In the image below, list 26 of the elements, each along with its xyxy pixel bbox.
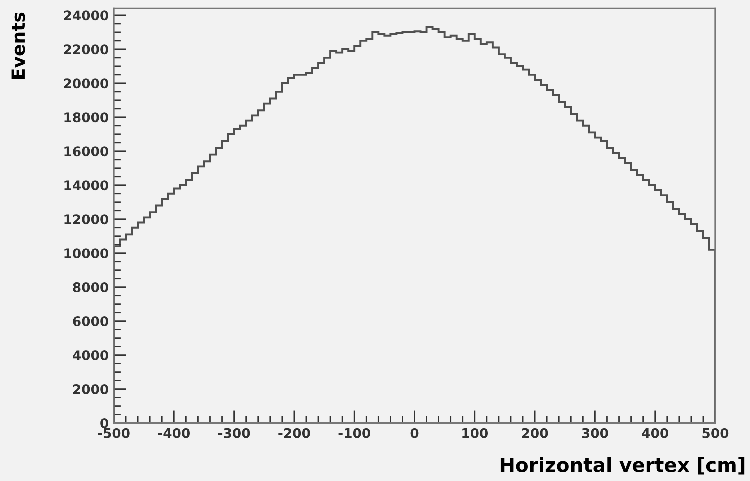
y-tick-label: 14000 xyxy=(64,180,109,191)
x-tick-label: 300 xyxy=(582,428,608,438)
x-tick-label: 500 xyxy=(702,428,729,438)
y-tick-label: 22000 xyxy=(64,44,109,55)
x-tick-label: -300 xyxy=(218,428,250,438)
x-tick-label: -500 xyxy=(98,428,130,438)
y-tick-label: 8000 xyxy=(73,282,109,293)
x-tick-label: 400 xyxy=(642,428,668,438)
y-tick-label: 18000 xyxy=(64,112,109,123)
y-tick-label: 24000 xyxy=(64,10,109,21)
x-tick-label: -400 xyxy=(158,428,190,438)
y-tick-label: 10000 xyxy=(64,248,109,259)
y-tick-label: 16000 xyxy=(64,146,109,157)
x-axis-title: Horizontal vertex [cm] xyxy=(500,457,745,475)
y-tick-label: 2000 xyxy=(73,384,109,394)
y-tick-label: 4000 xyxy=(73,350,109,361)
y-tick-label: 20000 xyxy=(64,78,109,89)
y-axis-title: Events xyxy=(12,12,26,79)
x-tick-label: 0 xyxy=(410,428,419,438)
y-tick-label: 6000 xyxy=(73,316,109,327)
x-tick-label: -100 xyxy=(338,428,370,438)
x-tick-label: 200 xyxy=(522,428,548,438)
y-tick-label: 0 xyxy=(100,418,109,428)
y-tick-label: 12000 xyxy=(64,214,109,225)
x-tick-label: -200 xyxy=(278,428,310,438)
x-tick-label: 100 xyxy=(462,428,488,438)
